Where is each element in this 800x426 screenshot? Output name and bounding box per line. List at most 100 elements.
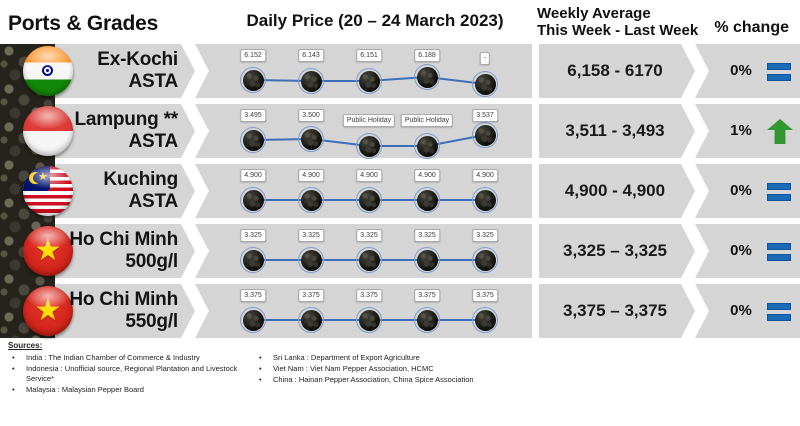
daily-price-header: Daily Price (20 – 24 March 2023) [246, 11, 504, 30]
pepper-data-point-icon [472, 307, 498, 333]
percent-change-header: % change [714, 19, 789, 36]
pepper-data-point-icon [356, 307, 382, 333]
trend-equal-icon [767, 299, 793, 324]
ports-grades-header: Ports & Grades [8, 12, 159, 35]
pepper-data-point-icon [414, 133, 440, 159]
pepper-data-point-icon [414, 247, 440, 273]
price-row-kuching: ★ Kuching ASTA 4.9004.9004.9004.9004.900… [0, 164, 800, 218]
row-band [539, 44, 800, 98]
point-value-label: 3.375 [356, 289, 382, 302]
point-value-label: - [479, 52, 491, 65]
trend-equal-icon [767, 179, 793, 204]
port-name: Ho Chi Minh 550g/l [60, 289, 178, 333]
port-name-line: Ex-Kochi [97, 49, 178, 70]
source-item: Viet Nam : Viet Nam Pepper Association, … [255, 364, 555, 374]
trend-equal-icon [767, 239, 793, 264]
point-value-label: 3.325 [240, 229, 266, 242]
point-value-label: 3.325 [472, 229, 498, 242]
port-name: Kuching ASTA [60, 169, 178, 213]
point-value-label: 3.495 [240, 109, 266, 122]
point-value-label: 6.152 [240, 49, 266, 62]
trend-equal-icon [767, 59, 793, 84]
percent-change-value: 0% [730, 62, 752, 79]
point-value-label: 3.325 [414, 229, 440, 242]
pepper-data-point-icon [298, 307, 324, 333]
row-band [55, 164, 532, 218]
point-value-label: Public Holiday [342, 114, 396, 127]
point-value-label: 3.500 [298, 109, 324, 122]
row-band [55, 44, 532, 98]
row-band [55, 224, 532, 278]
point-value-label: 6.151 [356, 49, 382, 62]
weekly-average-value: 3,325 – 3,325 [563, 241, 667, 260]
sources-column-right: Sri Lanka : Department of Export Agricul… [255, 353, 555, 386]
pepper-data-point-icon [414, 187, 440, 213]
point-value-label: 3.537 [472, 109, 498, 122]
weekly-average-header-line1: Weekly Average [537, 5, 651, 22]
price-row-ho-chi-minh-550: ★ Ho Chi Minh 550g/l 3.375 3.375 3.375 3.37… [0, 284, 800, 338]
row-band [539, 224, 800, 278]
point-value-label: 3.375 [240, 289, 266, 302]
point-value-label: 3.325 [298, 229, 324, 242]
grade-line: 500g/l [125, 251, 178, 272]
port-name: Ex-Kochi ASTA [60, 49, 178, 93]
pepper-data-point-icon [472, 247, 498, 273]
port-name-line: Lampung ** [74, 109, 178, 130]
source-item: India : The Indian Chamber of Commerce &… [8, 353, 248, 363]
pepper-data-point-icon [356, 68, 382, 94]
weekly-average-value: 3,375 – 3,375 [563, 301, 667, 320]
grade-line: 550g/l [125, 311, 178, 332]
pepper-data-point-icon [240, 127, 266, 153]
pepper-data-point-icon [472, 122, 498, 148]
daily-price-chart: 3.325 3.325 3.325 3.325 3.325 [207, 224, 532, 278]
port-name-line: Ho Chi Minh [69, 229, 178, 250]
pepper-data-point-icon [414, 64, 440, 90]
pepper-data-point-icon [356, 187, 382, 213]
port-name: Ho Chi Minh 500g/l [60, 229, 178, 273]
price-row-ex-kochi: Ex-Kochi ASTA 6.152 6.143 6.151 6.188 - 6,15… [0, 44, 800, 98]
row-band [539, 104, 800, 158]
pepper-data-point-icon [356, 133, 382, 159]
point-value-label: 3.325 [356, 229, 382, 242]
percent-change-value: 1% [730, 122, 752, 139]
port-name-line: Ho Chi Minh [69, 289, 178, 310]
pepper-data-point-icon [298, 247, 324, 273]
source-item: Indonesia : Unofficial source, Regional … [8, 364, 248, 384]
point-value-label: 3.375 [414, 289, 440, 302]
point-value-label: 4.900 [298, 169, 324, 182]
point-value-label: 4.900 [356, 169, 382, 182]
daily-price-chart: 4.900 4.900 4.900 4.900 4.900 [207, 164, 532, 218]
flag-gloss [23, 46, 73, 96]
pepper-data-point-icon [298, 68, 324, 94]
grade-line: ASTA [128, 131, 178, 152]
price-row-ho-chi-minh-500: ★ Ho Chi Minh 500g/l 3.3253.3253.3253.32… [0, 224, 800, 278]
flag-vietnam-icon: ★ [23, 286, 73, 336]
grade-line: ASTA [128, 71, 178, 92]
row-band [55, 284, 532, 338]
point-value-label: 6.188 [414, 49, 440, 62]
percent-change-value: 0% [730, 242, 752, 259]
point-value-label: 3.375 [472, 289, 498, 302]
flag-gloss [23, 226, 73, 276]
pepper-data-point-icon [240, 67, 266, 93]
point-value-label: Public Holiday [400, 114, 454, 127]
source-item: Malaysia : Malaysian Pepper Board [8, 385, 248, 395]
flag-indonesia-icon [23, 106, 73, 156]
source-item: Sri Lanka : Department of Export Agricul… [255, 353, 555, 363]
sources-section: Sources: India : The Indian Chamber of C… [8, 341, 792, 395]
daily-price-chart: 3.495 3.500 Public Holiday Public Holiday 3.… [207, 104, 532, 159]
flag-gloss [23, 166, 73, 216]
flag-gloss [23, 286, 73, 336]
pepper-data-point-icon [240, 307, 266, 333]
point-value-label: 4.900 [240, 169, 266, 182]
sources-title: Sources: [8, 341, 43, 350]
point-value-label: 4.900 [414, 169, 440, 182]
sources-column-left: India : The Indian Chamber of Commerce &… [8, 353, 248, 396]
pepper-data-point-icon [240, 247, 266, 273]
pepper-data-point-icon [472, 187, 498, 213]
pepper-data-point-icon [472, 71, 498, 97]
pepper-data-point-icon [414, 307, 440, 333]
pepper-data-point-icon [298, 126, 324, 152]
port-name: Lampung ** ASTA [60, 109, 178, 153]
